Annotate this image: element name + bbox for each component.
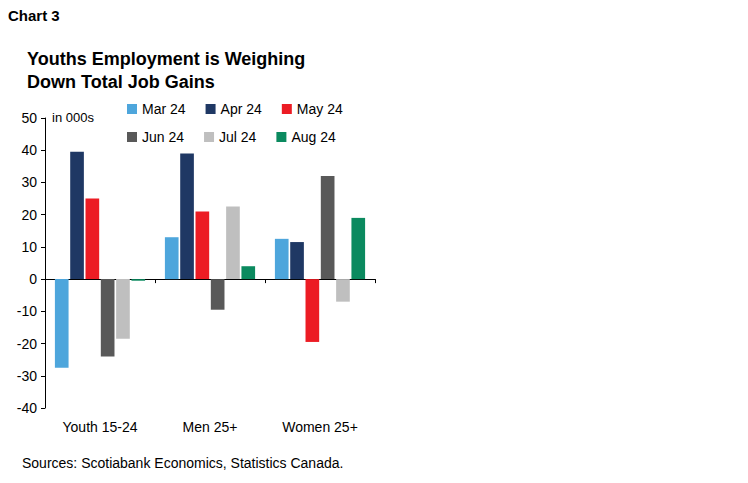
svg-text:Youths Employment is Weighing: Youths Employment is Weighing (27, 49, 310, 69)
svg-text:May 24: May 24 (297, 101, 343, 117)
svg-text:Chart 3: Chart 3 (8, 7, 60, 24)
svg-text:50: 50 (21, 110, 37, 126)
svg-text:10: 10 (21, 239, 37, 255)
svg-text:20: 20 (21, 207, 37, 223)
svg-text:in 000s: in 000s (52, 110, 94, 125)
svg-text:Apr 24: Apr 24 (221, 101, 262, 117)
svg-text:30: 30 (21, 174, 37, 190)
svg-text:-40: -40 (17, 400, 37, 416)
svg-text:Jun 24: Jun 24 (142, 129, 184, 145)
svg-text:40: 40 (21, 142, 37, 158)
svg-text:-10: -10 (17, 303, 37, 319)
svg-text:Aug 24: Aug 24 (291, 129, 336, 145)
svg-text:Women 25+: Women 25+ (282, 419, 358, 435)
svg-text:Youth 15-24: Youth 15-24 (63, 419, 138, 435)
svg-text:0: 0 (29, 271, 37, 287)
svg-text:Down Total Job Gains: Down Total Job Gains (27, 72, 215, 92)
svg-text:Jul 24: Jul 24 (219, 129, 257, 145)
svg-text:Men 25+: Men 25+ (183, 419, 238, 435)
svg-text:-30: -30 (17, 368, 37, 384)
svg-text:Sources: Scotiabank Economics,: Sources: Scotiabank Economics, Statistic… (22, 455, 343, 471)
svg-text:Mar 24: Mar 24 (142, 101, 186, 117)
svg-text:-20: -20 (17, 336, 37, 352)
